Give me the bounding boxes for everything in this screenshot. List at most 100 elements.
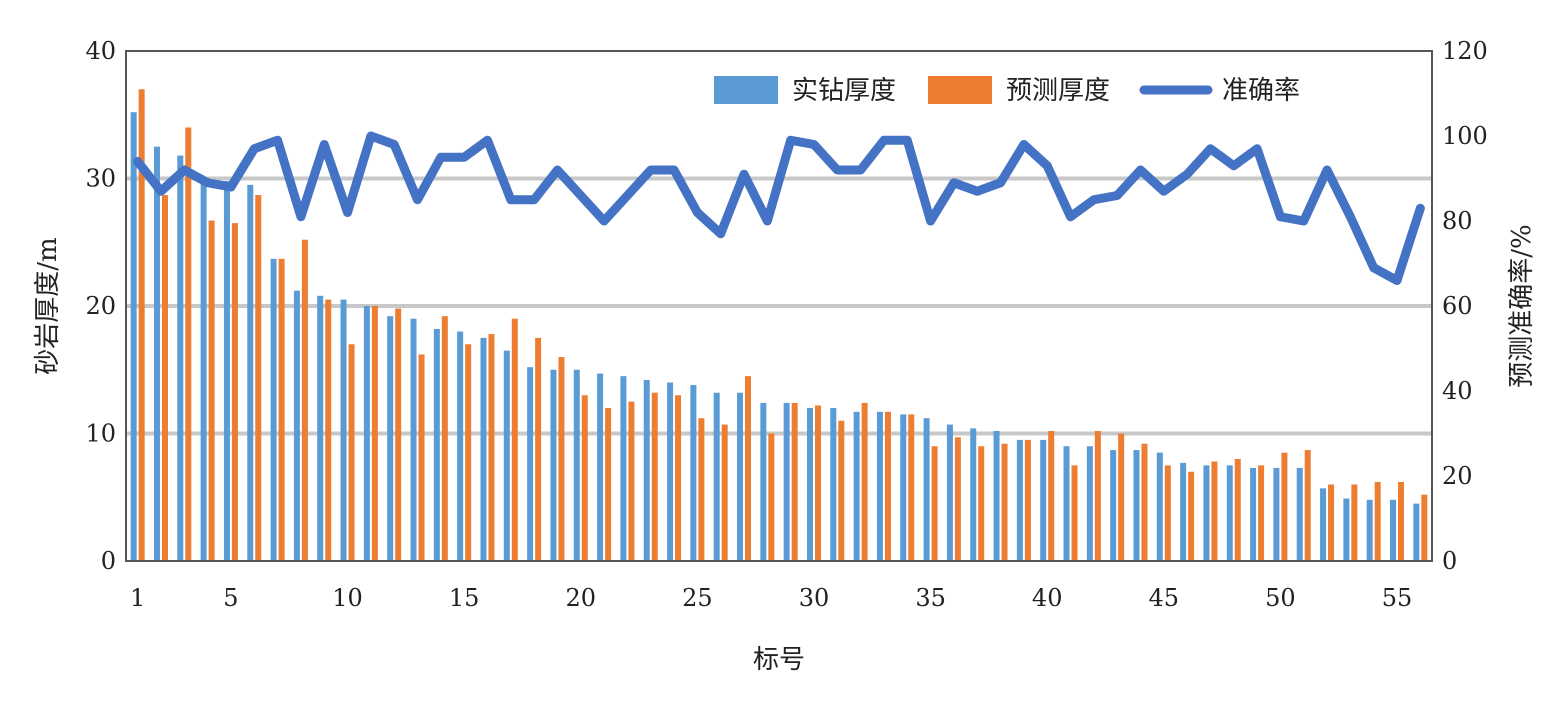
y2-tick-label: 60 [1442, 292, 1473, 320]
bar-predicted [791, 402, 798, 561]
bar-predicted [161, 195, 168, 561]
bar-predicted [1328, 484, 1335, 561]
bar-predicted [255, 195, 262, 561]
bar-predicted [768, 433, 775, 561]
bar-predicted [1141, 443, 1148, 561]
bar-actual [223, 181, 230, 562]
y2-tick-label: 120 [1442, 37, 1488, 65]
line-series-group [133, 131, 1425, 285]
bar-predicted [1001, 443, 1008, 561]
bar-actual [597, 373, 604, 561]
legend-label-accuracy: 准确率 [1222, 76, 1300, 106]
bar-predicted [465, 344, 472, 561]
bar-predicted [1258, 465, 1265, 561]
bar-predicted [418, 354, 425, 561]
bar-predicted [814, 405, 821, 561]
bar-actual [1343, 498, 1350, 561]
bar-actual [410, 318, 417, 561]
bar-actual [1180, 462, 1187, 561]
y2-tick-label: 20 [1442, 462, 1473, 490]
bar-predicted [628, 401, 635, 561]
bar-predicted [1304, 450, 1311, 561]
bar-actual [433, 328, 440, 561]
bar-predicted [1048, 430, 1055, 561]
bar-actual [1156, 452, 1163, 561]
y2-axis-title: 预测准确率/% [1507, 224, 1537, 387]
bar-predicted [208, 220, 215, 561]
bar-actual [293, 290, 300, 561]
bar-predicted [1398, 481, 1405, 561]
bar-actual [1086, 446, 1093, 561]
bar-actual [340, 299, 347, 561]
y-tick-label: 40 [85, 37, 116, 65]
bar-actual [1296, 467, 1303, 561]
x-axis-title: 标号 [753, 645, 805, 675]
x-tick-label: 50 [1265, 584, 1296, 612]
x-tick-label: 20 [565, 584, 596, 612]
x-tick-label: 30 [799, 584, 830, 612]
bar-predicted [721, 424, 728, 561]
bar-actual [1133, 450, 1140, 561]
bar-predicted [978, 446, 985, 561]
bar-predicted [1421, 494, 1428, 561]
bar-actual [737, 392, 744, 561]
bar-actual [876, 411, 883, 561]
x-tick-label: 25 [682, 584, 713, 612]
bar-predicted [138, 89, 145, 561]
line-accuracy [133, 131, 1425, 285]
bar-actual [573, 369, 580, 561]
bar-predicted [745, 376, 752, 561]
bar-actual [1226, 465, 1233, 561]
bar-predicted [698, 418, 705, 561]
bar-actual [387, 316, 394, 561]
bar-actual [1040, 439, 1047, 561]
bar-predicted [278, 258, 285, 561]
bar-predicted [535, 337, 542, 561]
bar-actual [503, 350, 510, 561]
bar-predicted [1118, 433, 1125, 561]
bar-predicted [838, 420, 845, 561]
bar-actual [1273, 467, 1280, 561]
x-tick-label: 10 [332, 584, 363, 612]
bar-actual [1063, 446, 1070, 561]
plot-area-frame [125, 50, 1433, 562]
x-tick-label: 5 [223, 584, 238, 612]
bar-predicted [954, 437, 961, 561]
bar-actual [690, 385, 697, 561]
bar-predicted [395, 308, 402, 561]
bar-actual [1016, 439, 1023, 561]
bar-actual [713, 392, 720, 561]
bar-predicted [651, 392, 658, 561]
bar-actual [247, 184, 254, 561]
bar-predicted [908, 414, 915, 561]
bar-predicted [931, 446, 938, 561]
y-axis-right: 0 20 40 60 80 100 120 [1442, 37, 1488, 575]
bar-predicted [675, 395, 682, 561]
x-tick-label: 1 [130, 584, 145, 612]
bar-predicted [511, 318, 518, 561]
bar-actual [177, 155, 184, 562]
y-tick-label: 10 [85, 420, 116, 448]
bar-predicted [861, 402, 868, 561]
x-tick-label: 15 [449, 584, 480, 612]
bar-actual [1203, 465, 1210, 561]
bar-predicted [231, 223, 238, 561]
x-tick-label: 40 [1032, 584, 1063, 612]
bar-predicted [1094, 430, 1101, 561]
bar-actual [900, 414, 907, 561]
bar-predicted [325, 299, 332, 561]
bar-predicted [1188, 471, 1195, 561]
x-tick-label: 55 [1382, 584, 1413, 612]
bar-predicted [371, 306, 378, 561]
bar-actual [1320, 488, 1327, 561]
bar-actual [527, 367, 534, 561]
y-tick-label: 0 [101, 547, 116, 575]
bar-actual [550, 369, 557, 561]
bar-predicted [1024, 439, 1031, 561]
bar-actual [1413, 503, 1420, 561]
bar-predicted [301, 239, 308, 561]
legend-label-actual: 实钻厚度 [792, 76, 896, 106]
bar-actual [806, 408, 813, 561]
bar-actual [1366, 499, 1373, 561]
legend-swatch-predicted [928, 76, 992, 104]
